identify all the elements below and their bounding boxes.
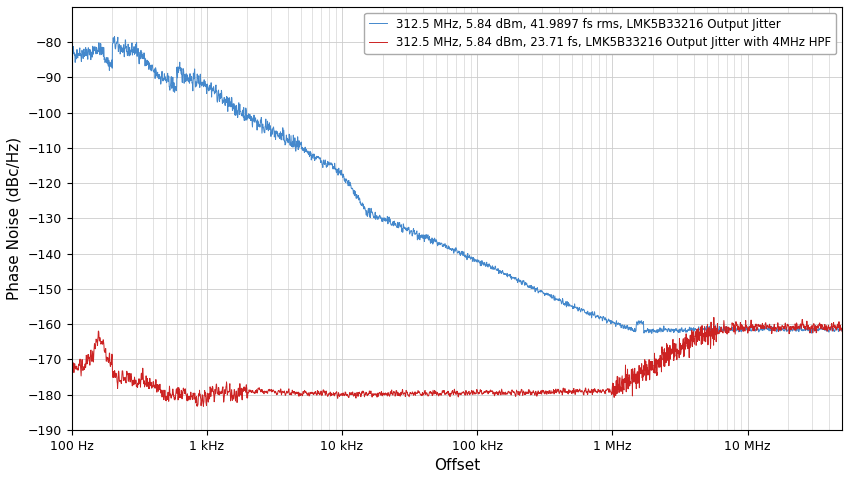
312.5 MHz, 5.84 dBm, 41.9897 fs rms, LMK5B33216 Output Jitter bbox=[823, 326, 833, 332]
312.5 MHz, 5.84 dBm, 41.9897 fs rms, LMK5B33216 Output Jitter bbox=[155, 73, 165, 79]
312.5 MHz, 5.84 dBm, 41.9897 fs rms, LMK5B33216 Output Jitter bbox=[200, 84, 211, 90]
312.5 MHz, 5.84 dBm, 23.71 fs, LMK5B33216 Output Jitter with 4MHz HPF bbox=[200, 393, 211, 399]
312.5 MHz, 5.84 dBm, 23.71 fs, LMK5B33216 Output Jitter with 4MHz HPF bbox=[837, 329, 847, 335]
312.5 MHz, 5.84 dBm, 23.71 fs, LMK5B33216 Output Jitter with 4MHz HPF bbox=[739, 325, 750, 331]
312.5 MHz, 5.84 dBm, 23.71 fs, LMK5B33216 Output Jitter with 4MHz HPF bbox=[396, 392, 406, 397]
312.5 MHz, 5.84 dBm, 41.9897 fs rms, LMK5B33216 Output Jitter bbox=[396, 224, 406, 229]
312.5 MHz, 5.84 dBm, 23.71 fs, LMK5B33216 Output Jitter with 4MHz HPF bbox=[199, 404, 209, 409]
Legend: 312.5 MHz, 5.84 dBm, 41.9897 fs rms, LMK5B33216 Output Jitter, 312.5 MHz, 5.84 d: 312.5 MHz, 5.84 dBm, 41.9897 fs rms, LMK… bbox=[364, 13, 836, 54]
312.5 MHz, 5.84 dBm, 23.71 fs, LMK5B33216 Output Jitter with 4MHz HPF bbox=[363, 393, 373, 399]
312.5 MHz, 5.84 dBm, 41.9897 fs rms, LMK5B33216 Output Jitter bbox=[110, 34, 120, 39]
312.5 MHz, 5.84 dBm, 23.71 fs, LMK5B33216 Output Jitter with 4MHz HPF bbox=[823, 328, 833, 334]
Line: 312.5 MHz, 5.84 dBm, 41.9897 fs rms, LMK5B33216 Output Jitter: 312.5 MHz, 5.84 dBm, 41.9897 fs rms, LMK… bbox=[71, 36, 842, 334]
312.5 MHz, 5.84 dBm, 23.71 fs, LMK5B33216 Output Jitter with 4MHz HPF bbox=[155, 386, 165, 392]
Line: 312.5 MHz, 5.84 dBm, 23.71 fs, LMK5B33216 Output Jitter with 4MHz HPF: 312.5 MHz, 5.84 dBm, 23.71 fs, LMK5B3321… bbox=[71, 317, 842, 407]
Y-axis label: Phase Noise (dBc/Hz): Phase Noise (dBc/Hz) bbox=[7, 137, 22, 300]
312.5 MHz, 5.84 dBm, 23.71 fs, LMK5B33216 Output Jitter with 4MHz HPF bbox=[709, 314, 719, 320]
312.5 MHz, 5.84 dBm, 41.9897 fs rms, LMK5B33216 Output Jitter bbox=[647, 331, 657, 336]
312.5 MHz, 5.84 dBm, 23.71 fs, LMK5B33216 Output Jitter with 4MHz HPF bbox=[66, 360, 76, 365]
312.5 MHz, 5.84 dBm, 41.9897 fs rms, LMK5B33216 Output Jitter bbox=[363, 214, 373, 219]
312.5 MHz, 5.84 dBm, 41.9897 fs rms, LMK5B33216 Output Jitter bbox=[66, 47, 76, 53]
312.5 MHz, 5.84 dBm, 41.9897 fs rms, LMK5B33216 Output Jitter bbox=[837, 326, 847, 332]
X-axis label: Offset: Offset bbox=[434, 458, 480, 473]
312.5 MHz, 5.84 dBm, 41.9897 fs rms, LMK5B33216 Output Jitter bbox=[739, 325, 750, 331]
